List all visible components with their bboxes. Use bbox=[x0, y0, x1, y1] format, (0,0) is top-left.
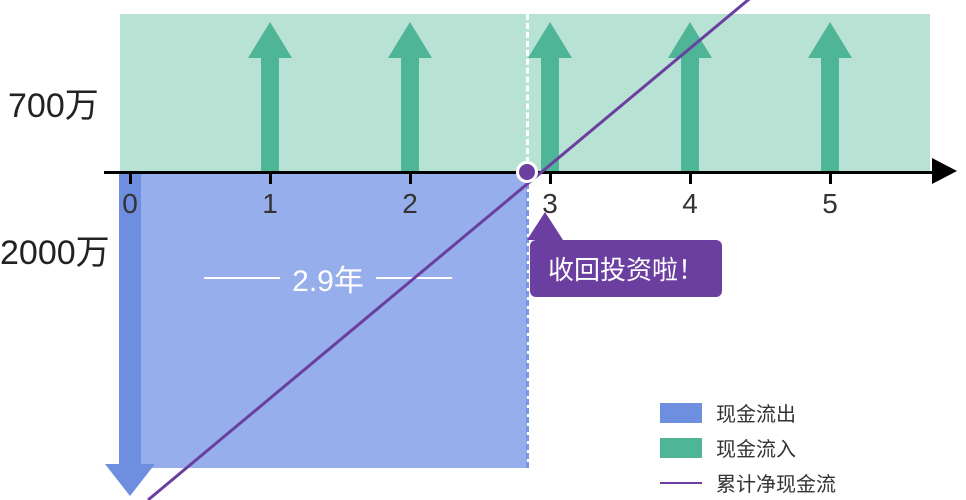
axis-arrow-icon bbox=[932, 158, 957, 184]
inflow-amount-label: 700万 bbox=[8, 78, 99, 127]
legend-label: 现金流出 bbox=[716, 398, 796, 427]
outflow-block bbox=[130, 174, 527, 468]
period-bar-left bbox=[204, 277, 280, 279]
payback-callout: 收回投资啦！ bbox=[530, 240, 722, 297]
axis-tick-label: 0 bbox=[122, 188, 138, 220]
axis-tick bbox=[689, 172, 692, 184]
axis-tick-label: 2 bbox=[402, 188, 418, 220]
legend-item: 累计净现金流 bbox=[660, 468, 836, 497]
callout-tail-icon bbox=[527, 212, 563, 240]
legend: 现金流出现金流入累计净现金流 bbox=[660, 392, 836, 500]
axis-tick-label: 4 bbox=[682, 188, 698, 220]
callout-text: 收回投资啦！ bbox=[530, 240, 722, 297]
breakeven-point-icon bbox=[516, 161, 538, 183]
payback-period-label: 2.9年 bbox=[204, 256, 452, 300]
legend-item: 现金流入 bbox=[660, 433, 836, 462]
cashflow-diagram: 012345700万2000万2.9年收回投资啦！现金流出现金流入累计净现金流 bbox=[0, 0, 966, 500]
legend-swatch bbox=[660, 403, 702, 423]
outflow-amount-label: 2000万 bbox=[0, 225, 110, 274]
axis-tick-label: 1 bbox=[262, 188, 278, 220]
axis-tick-label: 5 bbox=[822, 188, 838, 220]
axis-tick bbox=[829, 172, 832, 184]
axis-tick bbox=[409, 172, 412, 184]
payback-period-text: 2.9年 bbox=[292, 256, 364, 300]
axis-tick bbox=[549, 172, 552, 184]
legend-line-swatch bbox=[660, 482, 702, 484]
period-bar-right bbox=[376, 277, 452, 279]
axis-tick bbox=[129, 172, 132, 184]
legend-label: 现金流入 bbox=[716, 433, 796, 462]
legend-item: 现金流出 bbox=[660, 398, 836, 427]
legend-swatch bbox=[660, 438, 702, 458]
axis-tick bbox=[269, 172, 272, 184]
legend-label: 累计净现金流 bbox=[716, 468, 836, 497]
